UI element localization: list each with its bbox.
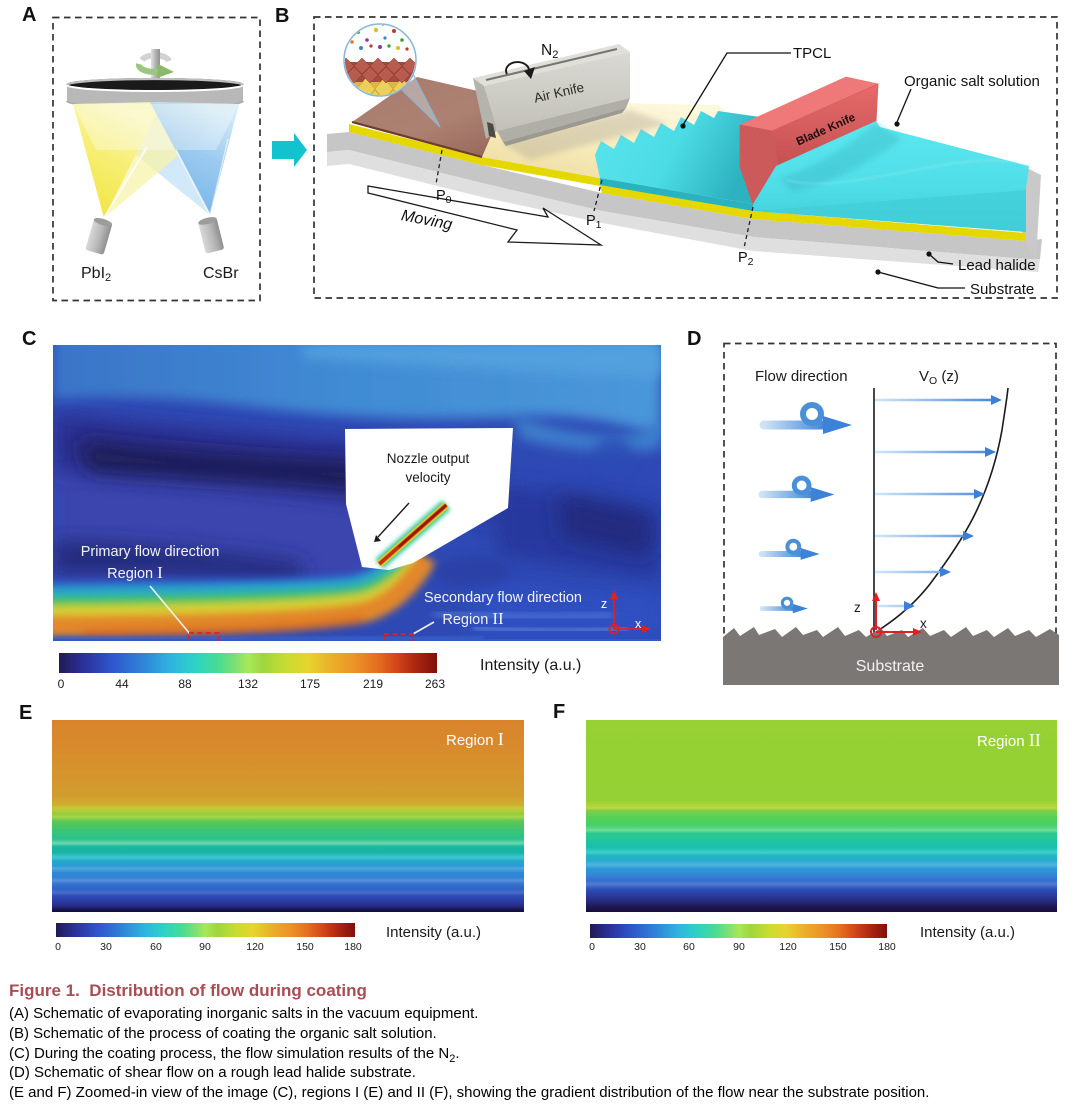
svg-text:velocity: velocity <box>405 470 450 485</box>
svg-text:P2: P2 <box>738 250 754 268</box>
svg-text:Region II: Region II <box>442 609 504 628</box>
svg-text:x: x <box>920 616 927 631</box>
svg-text:Nozzle output: Nozzle output <box>387 451 470 466</box>
svg-text:Lead halide: Lead halide <box>958 257 1036 274</box>
svg-text:Substrate: Substrate <box>856 658 925 675</box>
svg-text:Flow direction: Flow direction <box>755 368 848 385</box>
svg-text:Region I: Region I <box>107 563 163 582</box>
svg-text:x: x <box>635 617 642 631</box>
svg-text:Substrate: Substrate <box>970 281 1034 298</box>
svg-text:Organic salt solution: Organic salt solution <box>904 73 1040 90</box>
svg-text:z: z <box>854 600 861 615</box>
svg-text:Primary flow direction: Primary flow direction <box>81 544 220 560</box>
svg-text:PbI2: PbI2 <box>81 265 111 284</box>
svg-text:z: z <box>601 597 607 611</box>
svg-text:TPCL: TPCL <box>793 45 831 62</box>
svg-text:N2: N2 <box>541 42 558 61</box>
svg-text:Secondary flow direction: Secondary flow direction <box>424 590 582 606</box>
svg-text:P0: P0 <box>436 188 452 206</box>
svg-text:CsBr: CsBr <box>203 265 239 282</box>
svg-text:VO (z): VO (z) <box>919 368 959 387</box>
